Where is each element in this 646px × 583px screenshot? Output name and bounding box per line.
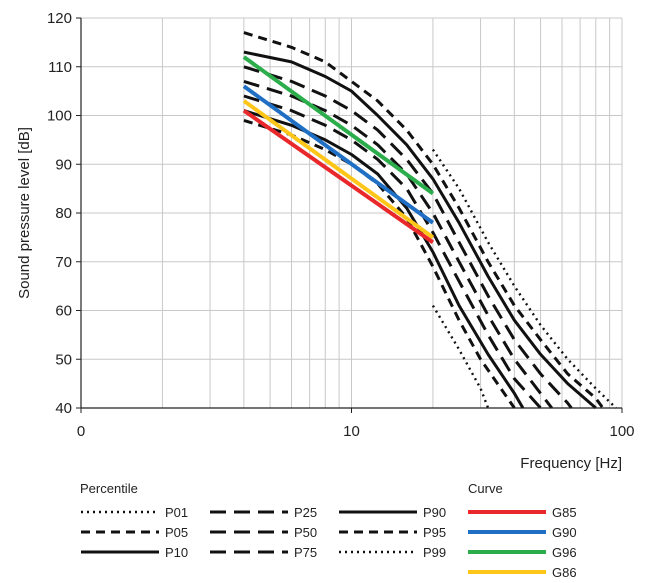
series-line-p99 <box>431 148 617 409</box>
legend-label-g90: G90 <box>552 525 577 540</box>
legend-label-p99: P99 <box>423 545 446 560</box>
series-line-g85 <box>242 108 435 244</box>
legend-title-percentile: Percentile <box>80 481 138 496</box>
series-line-p05 <box>243 118 516 409</box>
series-line-g96 <box>242 55 435 196</box>
legend-label-g85: G85 <box>552 505 577 520</box>
legend-label-p10: P10 <box>165 545 188 560</box>
series-line-p01 <box>431 304 490 409</box>
x-tick-label: 100 <box>609 423 634 440</box>
legend-label-g86: G86 <box>552 565 577 580</box>
y-tick-label: 110 <box>48 59 72 76</box>
legend-label-p25: P25 <box>294 505 317 520</box>
axes <box>76 17 623 413</box>
y-tick-label: 60 <box>55 303 72 320</box>
legend-label-p01: P01 <box>165 505 188 520</box>
legend-label-p05: P05 <box>165 525 188 540</box>
x-tick-label: 10 <box>343 423 360 440</box>
y-tick-label: 90 <box>55 156 72 173</box>
series-line-g90 <box>242 84 435 225</box>
series-line-p50 <box>243 79 553 409</box>
legend-title-curve: Curve <box>468 481 503 496</box>
x-axis-title: Frequency [Hz] <box>520 455 622 472</box>
legend-label-p90: P90 <box>423 505 446 520</box>
x-tick-label: 0 <box>77 423 85 440</box>
legend-label-p95: P95 <box>423 525 446 540</box>
grid <box>80 17 623 409</box>
series-line-g86 <box>242 99 435 240</box>
series-line-p75 <box>243 65 573 409</box>
y-tick-label: 40 <box>55 400 72 417</box>
legend-label-p75: P75 <box>294 545 317 560</box>
y-axis-title: Sound pressure level [dB] <box>16 127 33 299</box>
y-tick-label: 70 <box>55 254 72 271</box>
series-line-p90 <box>243 50 597 410</box>
series-line-p95 <box>243 31 605 409</box>
y-tick-label: 100 <box>47 108 72 125</box>
y-tick-label: 120 <box>47 10 72 27</box>
legend-label-g96: G96 <box>552 545 577 560</box>
y-tick-label: 80 <box>55 205 72 222</box>
series-line-p25 <box>243 94 542 410</box>
series-layer <box>242 31 617 410</box>
tick-labels: 40 50 60 70 80 90 100 110 120 0 10 100 <box>47 10 635 440</box>
legend: Percentile Curve P01 P05 P10 P25 P50 P75 P90 P9… <box>80 481 577 580</box>
legend-label-p50: P50 <box>294 525 317 540</box>
y-tick-label: 50 <box>55 351 72 368</box>
